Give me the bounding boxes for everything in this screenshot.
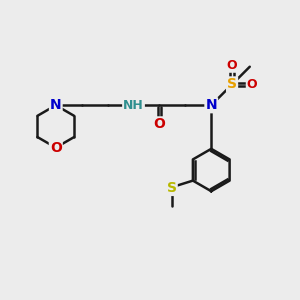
Text: S: S (227, 77, 237, 92)
Text: NH: NH (123, 99, 144, 112)
Text: N: N (206, 98, 217, 112)
Text: O: O (154, 117, 165, 131)
Text: N: N (50, 98, 61, 112)
Text: O: O (50, 141, 62, 154)
Text: S: S (167, 181, 177, 195)
Text: O: O (227, 59, 237, 72)
Text: O: O (247, 78, 257, 91)
